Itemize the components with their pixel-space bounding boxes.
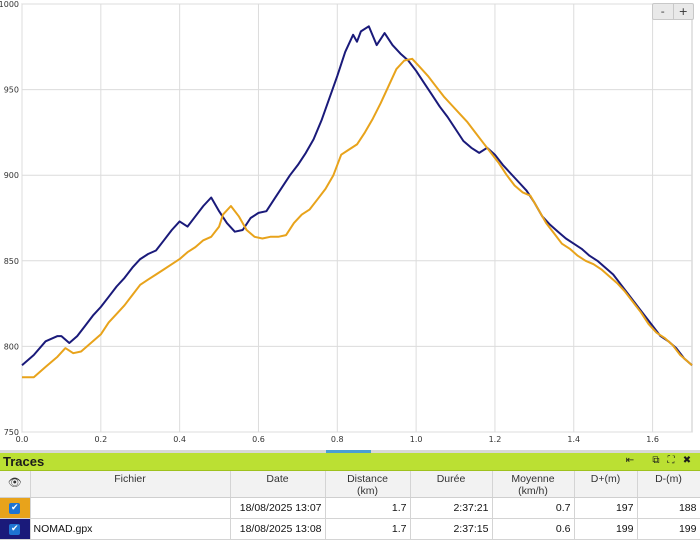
- x-tick-label: 1.2: [489, 435, 502, 444]
- traces-panel-header: Traces ⇤ ⧉ ⛶ ✖: [0, 453, 700, 471]
- d-minus-cell: 199: [637, 518, 700, 540]
- y-tick-label: 750: [4, 428, 19, 437]
- column-visible[interactable]: 👁: [0, 471, 31, 498]
- zoom-in-button[interactable]: +: [672, 4, 694, 19]
- d-plus-cell: 197: [574, 497, 638, 519]
- export-icon[interactable]: ⇤: [625, 455, 635, 466]
- elevation-chart[interactable]: 750 800 850 900 950 1000 0.0 0.2 0.4 0.6 0.8 1.0 1.…: [0, 0, 700, 450]
- splitter-grip[interactable]: [326, 450, 371, 453]
- x-tick-label: 1.4: [567, 435, 580, 444]
- column-d-minus[interactable]: D-(m): [637, 471, 700, 498]
- traces-table: 👁 Fichier Date Distance (km) Durée Moyenn…: [0, 471, 700, 540]
- distance-cell: 1.7: [325, 518, 411, 540]
- series-line-orange[interactable]: [22, 57, 693, 379]
- file-cell: NOMAD.gpx: [30, 518, 231, 540]
- d-minus-cell: 188: [637, 497, 700, 519]
- x-tick-label: 0.6: [252, 435, 265, 444]
- x-tick-label: 1.0: [410, 435, 423, 444]
- file-cell: [30, 497, 231, 519]
- expand-icon[interactable]: ⛶: [667, 455, 675, 466]
- y-tick-label: 850: [4, 257, 19, 266]
- table-header-row: 👁 Fichier Date Distance (km) Durée Moyenn…: [0, 471, 700, 498]
- plot-frame: [21, 3, 693, 433]
- y-tick-label: 800: [4, 342, 19, 351]
- column-average[interactable]: Moyenne (km/h): [492, 471, 575, 498]
- trace-color-cell: ✔: [0, 518, 31, 540]
- average-cell: 0.6: [492, 518, 575, 540]
- column-distance[interactable]: Distance (km): [325, 471, 411, 498]
- column-duration[interactable]: Durée: [410, 471, 493, 498]
- restore-window-icon[interactable]: ⧉: [652, 455, 660, 466]
- zoom-controls: - +: [652, 3, 694, 20]
- traces-title: Traces: [3, 454, 45, 469]
- y-tick-label: 1000: [0, 0, 19, 9]
- x-tick-label: 0.4: [173, 435, 186, 444]
- elevation-chart-svg: 750 800 850 900 950 1000 0.0 0.2 0.4 0.6 0.8 1.0 1.…: [0, 0, 693, 444]
- column-date[interactable]: Date: [230, 471, 326, 498]
- date-cell: 18/08/2025 13:08: [230, 518, 326, 540]
- column-file[interactable]: Fichier: [30, 471, 231, 498]
- eye-icon: 👁: [7, 477, 22, 489]
- series-line-navy[interactable]: [21, 25, 693, 366]
- date-cell: 18/08/2025 13:07: [230, 497, 326, 519]
- x-tick-label: 0.2: [94, 435, 107, 444]
- y-tick-label: 900: [4, 171, 19, 180]
- close-icon[interactable]: ✖: [682, 455, 692, 466]
- y-tick-label: 950: [4, 86, 19, 95]
- distance-cell: 1.7: [325, 497, 411, 519]
- table-row[interactable]: ✔ NOMAD.gpx 18/08/2025 13:08 1.7 2:37:15…: [0, 518, 700, 540]
- zoom-out-button[interactable]: -: [660, 5, 665, 18]
- table-row[interactable]: ✔ 18/08/2025 13:07 1.7 2:37:21 0.7 197 1…: [0, 497, 700, 519]
- duration-cell: 2:37:21: [410, 497, 493, 519]
- d-plus-cell: 199: [574, 518, 638, 540]
- x-tick-label: 0.8: [331, 435, 344, 444]
- column-d-plus[interactable]: D+(m): [574, 471, 638, 498]
- average-cell: 0.7: [492, 497, 575, 519]
- panel-splitter[interactable]: [0, 450, 700, 453]
- visibility-checkbox[interactable]: ✔: [9, 502, 21, 514]
- x-tick-label: 0.0: [16, 435, 29, 444]
- x-tick-label: 1.6: [646, 435, 659, 444]
- duration-cell: 2:37:15: [410, 518, 493, 540]
- visibility-checkbox[interactable]: ✔: [9, 523, 21, 535]
- trace-color-cell: ✔: [0, 497, 31, 519]
